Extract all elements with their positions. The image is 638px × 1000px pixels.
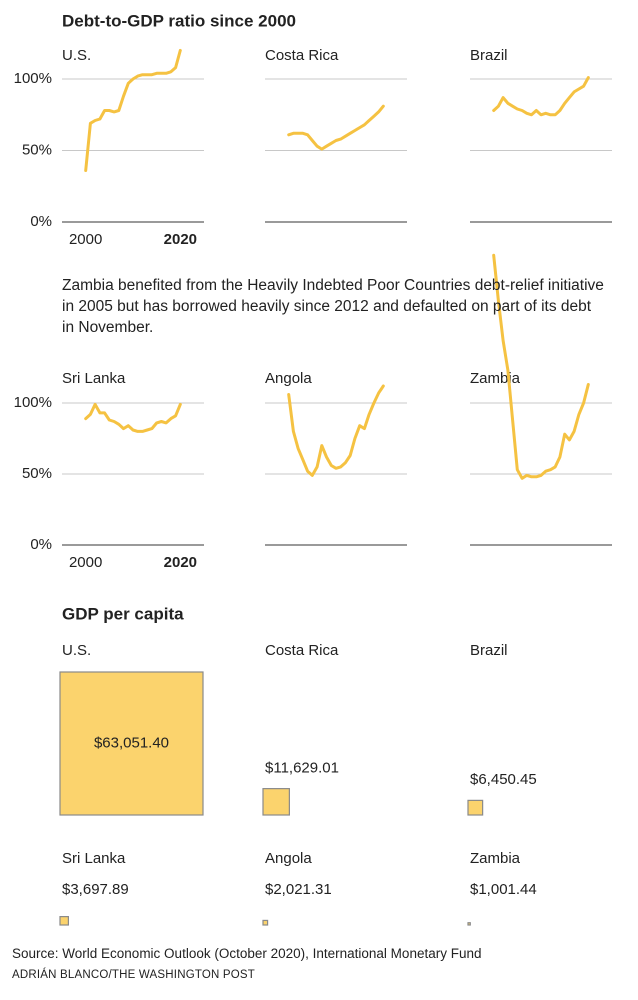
y-tick-label: 0% xyxy=(30,213,52,230)
panel-title: U.S. xyxy=(62,47,91,64)
x-tick-label: 2020 xyxy=(164,231,197,248)
country-label: U.S. xyxy=(62,642,91,659)
panel-title: Sri Lanka xyxy=(62,370,126,387)
y-tick-label: 100% xyxy=(14,70,52,87)
x-tick-label: 2020 xyxy=(164,554,197,571)
gdp-square xyxy=(467,799,484,816)
value-label: $6,450.45 xyxy=(470,771,537,788)
value-label: $3,697.89 xyxy=(62,881,129,898)
debt-line xyxy=(84,402,182,433)
x-tick-label: 2000 xyxy=(69,554,102,571)
debt-line xyxy=(492,76,590,117)
value-label: $2,021.31 xyxy=(265,881,332,898)
country-label: Brazil xyxy=(470,642,508,659)
debt-line xyxy=(287,104,385,151)
debt-line xyxy=(287,384,385,477)
panel-title: Angola xyxy=(265,370,312,387)
chart-title: GDP per capita xyxy=(62,604,184,623)
y-tick-label: 0% xyxy=(30,536,52,553)
source: Source: World Economic Outlook (October … xyxy=(12,946,482,961)
panel-title: Brazil xyxy=(470,47,508,64)
value-label: $1,001.44 xyxy=(470,881,537,898)
y-tick-label: 50% xyxy=(22,141,52,158)
chart-title: Debt-to-GDP ratio since 2000 xyxy=(62,11,296,30)
country-label: Angola xyxy=(265,850,312,867)
gdp-square xyxy=(262,788,290,816)
y-tick-label: 50% xyxy=(22,465,52,482)
panel-title: Costa Rica xyxy=(265,47,339,64)
y-tick-label: 100% xyxy=(14,394,52,411)
country-label: Costa Rica xyxy=(265,642,339,659)
credit: ADRIÁN BLANCO/THE WASHINGTON POST xyxy=(12,969,256,981)
annotation: Zambia benefited from the Heavily Indebt… xyxy=(62,277,604,336)
gdp-square xyxy=(59,916,69,926)
gdp-square xyxy=(262,919,269,926)
country-label: Sri Lanka xyxy=(62,850,126,867)
value-label: $11,629.01 xyxy=(265,760,339,777)
debt-line xyxy=(84,48,182,172)
panel-title: Zambia xyxy=(470,370,521,387)
debt-line xyxy=(492,253,590,480)
gdp-square xyxy=(467,922,471,926)
value-label: $63,051.40 xyxy=(94,734,169,751)
x-tick-label: 2000 xyxy=(69,231,102,248)
country-label: Zambia xyxy=(470,850,521,867)
gdp-square xyxy=(59,671,204,816)
